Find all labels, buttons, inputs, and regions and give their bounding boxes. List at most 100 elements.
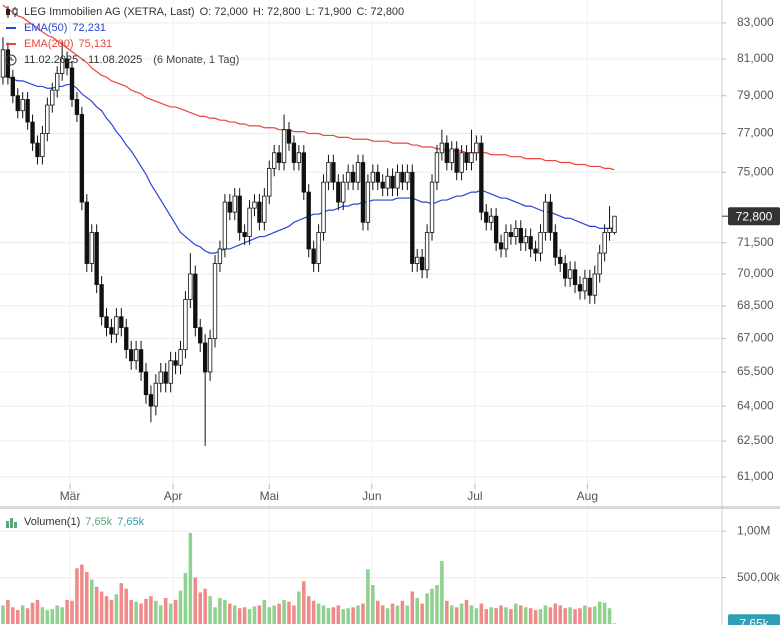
- volume-bar: [6, 599, 10, 624]
- volume-bar: [484, 609, 489, 624]
- candle-body: [79, 114, 85, 203]
- y-tick-label: 81,000: [737, 51, 774, 65]
- candle-body: [449, 148, 454, 163]
- volume-bar: [578, 608, 582, 624]
- volume-bar: [474, 608, 479, 624]
- candle-body: [212, 263, 218, 339]
- candle-body: [341, 181, 346, 203]
- candle-body: [109, 327, 114, 335]
- candle-body: [296, 152, 302, 163]
- volume-bar: [449, 605, 454, 624]
- volume-label: 7,65k: [739, 616, 769, 625]
- legend-value: 75,131: [78, 38, 113, 50]
- volume-bar: [1, 605, 5, 624]
- candle-body: [69, 67, 75, 100]
- candle-body: [336, 181, 341, 203]
- candle-body: [163, 371, 168, 384]
- candle-body: [602, 232, 607, 254]
- volume-bar: [154, 600, 158, 624]
- volume-bar: [356, 605, 360, 624]
- candle-body: [326, 162, 331, 183]
- volume-bar: [228, 603, 232, 624]
- candle-body: [202, 342, 208, 373]
- volume-bar: [198, 592, 203, 624]
- candle-body: [498, 242, 504, 250]
- volume-bar: [178, 590, 183, 624]
- volume-bar: [331, 607, 336, 624]
- candle-body: [59, 58, 65, 74]
- y-tick-label: 500,00k: [737, 570, 780, 584]
- candle-body: [572, 269, 578, 285]
- x-tick-label: Mai: [260, 489, 279, 503]
- candle-body: [587, 277, 593, 296]
- volume-bar: [223, 599, 227, 624]
- candle-body: [129, 349, 134, 362]
- candle-body: [306, 191, 311, 250]
- volume-bar: [149, 596, 153, 624]
- volume-bar: [573, 609, 577, 624]
- candle-body: [321, 181, 326, 233]
- volume-bar: [602, 602, 607, 624]
- volume-bar: [277, 603, 281, 624]
- candle-body: [484, 211, 489, 223]
- x-tick-label: Jun: [362, 489, 381, 503]
- candle-body: [232, 195, 237, 213]
- y-tick-label: 68,500: [737, 298, 774, 312]
- candle-body: [10, 76, 15, 97]
- candle-body: [380, 181, 385, 189]
- volume-bar: [326, 608, 331, 624]
- candle-body: [55, 73, 60, 91]
- candle-body: [434, 152, 440, 183]
- title-row: LEG Immobilien AG (XETRA, Last) O: 72,00…: [5, 4, 404, 20]
- volume-bar: [134, 601, 138, 624]
- legend-value: 72,231: [72, 22, 107, 34]
- volume-bar: [592, 606, 597, 624]
- candle-body: [518, 227, 523, 244]
- candle-body: [138, 349, 144, 373]
- volume-header: Volumen(1) 7,65k 7,65k: [5, 514, 144, 530]
- volume-bar: [203, 588, 207, 624]
- volume-bar: [489, 607, 493, 624]
- candle-body: [558, 256, 563, 264]
- volume-bar: [247, 609, 252, 624]
- candle-body: [415, 256, 420, 264]
- clock-icon: [5, 54, 17, 66]
- volume-value: 7,65k: [85, 516, 113, 528]
- candle-body: [222, 201, 228, 250]
- volume-bar: [553, 603, 558, 624]
- volume-bar: [514, 603, 518, 624]
- volume-bar: [425, 593, 429, 624]
- candle-body: [183, 299, 188, 351]
- volume-legend: Volumen(1) 7,65k 7,65k: [5, 514, 144, 530]
- candle-body: [390, 175, 395, 189]
- candle-body: [548, 201, 553, 233]
- candle-body: [272, 152, 277, 169]
- volume-bar: [75, 568, 79, 624]
- volume-bar: [193, 577, 198, 624]
- candle-body: [30, 121, 35, 144]
- candle-body: [508, 232, 514, 237]
- candle-body: [612, 215, 617, 233]
- volume-bar: [375, 600, 380, 624]
- volume-bar: [89, 579, 94, 624]
- candle-body: [286, 129, 292, 144]
- volume-bar: [588, 607, 592, 624]
- candle-body: [469, 152, 474, 163]
- candle-body: [316, 232, 321, 264]
- candle-body: [267, 167, 272, 197]
- y-tick-label: 71,500: [737, 235, 774, 249]
- candle-body: [400, 171, 405, 183]
- candle-body: [454, 148, 459, 173]
- y-tick-label: 1,00M: [737, 523, 770, 537]
- y-tick-label: 62,500: [737, 433, 774, 447]
- volume-bar: [504, 607, 508, 624]
- candle-body: [227, 201, 232, 213]
- volume-bar: [351, 607, 355, 624]
- volume-bar: [237, 608, 242, 624]
- volume-bar: [499, 605, 503, 624]
- candle-body: [291, 142, 297, 163]
- volume-bar: [306, 596, 311, 624]
- candle-icon: [6, 6, 18, 18]
- volume-bar: [361, 603, 365, 624]
